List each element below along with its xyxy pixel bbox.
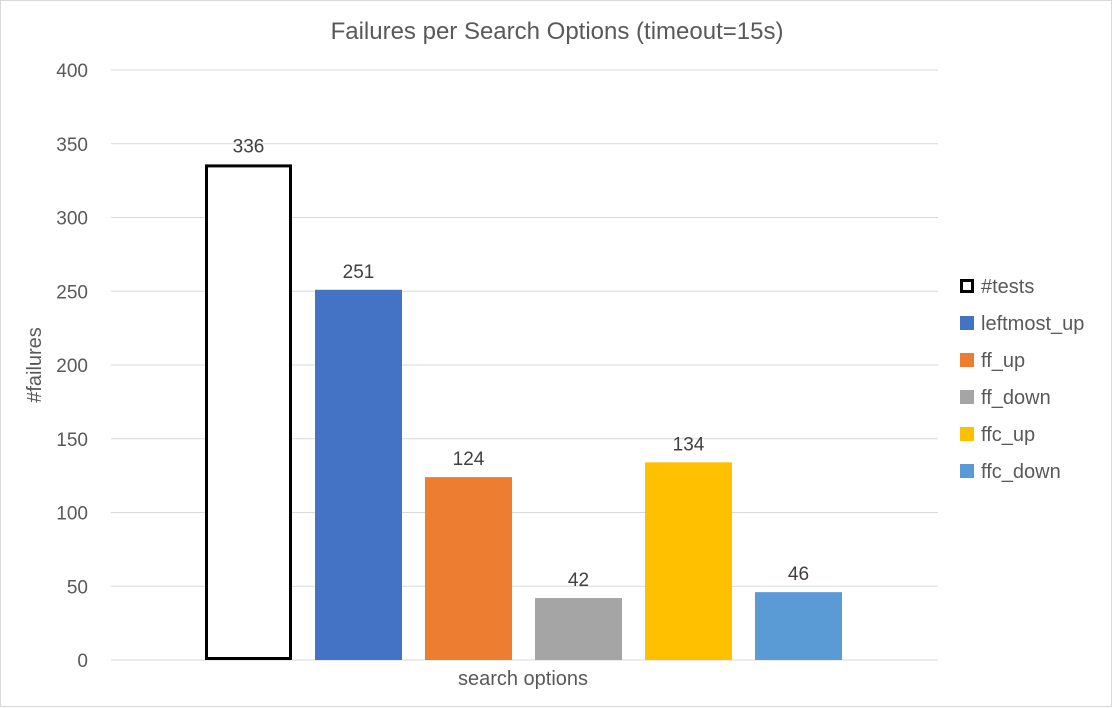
bar-ffc-down (755, 592, 842, 660)
y-tick-label: 100 (56, 504, 88, 525)
legend-item: #tests (960, 276, 1034, 298)
legend-swatch (960, 279, 974, 293)
data-label: 134 (673, 434, 705, 455)
legend-item: ff_down (960, 387, 1051, 409)
legend-swatch (960, 464, 974, 478)
data-label: 124 (453, 449, 485, 470)
y-tick-label: 350 (56, 135, 88, 156)
legend-label: ffc_up (981, 424, 1035, 446)
legend-label: ff_down (981, 387, 1051, 409)
data-label: 251 (343, 262, 375, 283)
legend-item: ff_up (960, 350, 1025, 372)
y-tick-label: 200 (56, 356, 88, 377)
x-axis-title: search options (458, 668, 588, 690)
y-tick-label: 250 (56, 282, 88, 303)
chart-title: Failures per Search Options (timeout=15s… (331, 18, 784, 45)
data-label: 46 (788, 564, 809, 585)
y-tick-label: 0 (77, 651, 88, 672)
y-axis-title: #failures (24, 327, 46, 403)
bar-ff-up (425, 477, 512, 660)
legend-item: ffc_down (960, 461, 1061, 483)
bar-leftmost-up (315, 289, 402, 660)
y-tick-label: 50 (67, 577, 88, 598)
legend-swatch (960, 390, 974, 404)
y-tick-label: 150 (56, 430, 88, 451)
bar-tests (205, 164, 292, 660)
y-tick-label: 400 (56, 61, 88, 82)
legend-label: ffc_down (981, 461, 1061, 483)
legend-item: leftmost_up (960, 313, 1084, 335)
data-label: 336 (233, 136, 265, 157)
legend-swatch (960, 353, 974, 367)
bars (205, 164, 842, 660)
bar-ff-down (535, 598, 622, 660)
data-label: 42 (568, 570, 589, 591)
legend-label: leftmost_up (981, 313, 1084, 335)
y-tick-label: 300 (56, 209, 88, 230)
legend-item: ffc_up (960, 424, 1035, 446)
data-labels: 336 251 124 42 134 46 (233, 136, 809, 591)
legend-label: ff_up (981, 350, 1025, 372)
legend-swatch (960, 316, 974, 330)
y-axis-ticks: 0 50 100 150 200 250 300 350 400 (56, 61, 88, 672)
legend-swatch (960, 427, 974, 441)
legend: #tests leftmost_up ff_up ff_down ffc_up ffc_d… (960, 276, 1084, 483)
bar-ffc-up (645, 462, 732, 660)
legend-label: #tests (981, 276, 1034, 298)
